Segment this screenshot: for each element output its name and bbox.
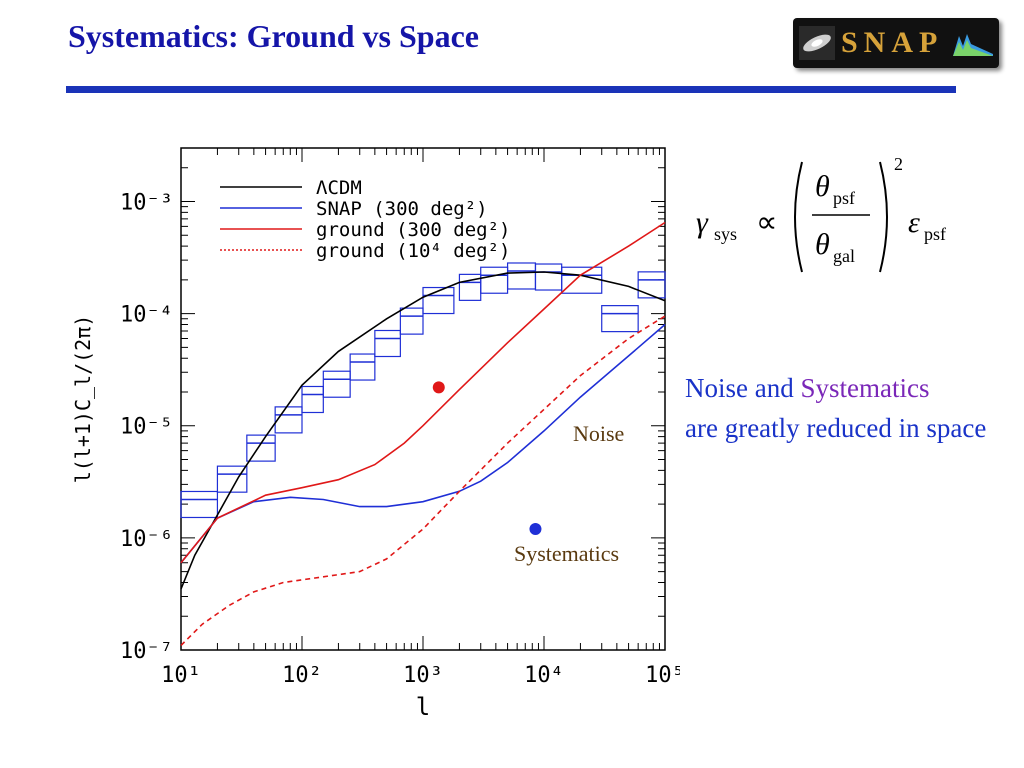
bandpower-box <box>561 266 603 294</box>
theta-psf-subscript: psf <box>833 188 855 208</box>
snap-bandpowers <box>180 262 666 519</box>
galaxy-icon <box>799 26 835 60</box>
legend-label: SNAP (300 deg²) <box>316 198 488 220</box>
bandpower-box <box>274 406 303 434</box>
y-tick-labels: 10⁻³ 10⁻⁴ 10⁻⁵ 10⁻⁶ 10⁻⁷ <box>120 190 173 664</box>
bandpower-box <box>301 385 324 414</box>
summary-highlight: Systematics <box>800 373 930 403</box>
series-line <box>180 221 666 564</box>
systematics-formula: γ sys ∝ θ psf θ gal 2 ε psf <box>696 154 946 273</box>
chart-markers: Noise Systematics <box>432 381 624 566</box>
y-tick-label: 10⁻⁶ <box>120 527 173 552</box>
y-tick-label: 10⁻³ <box>120 190 173 215</box>
y-tick-label: 10⁻⁴ <box>120 303 173 328</box>
series-line <box>180 323 666 564</box>
bandpower-box <box>374 329 401 358</box>
exponent: 2 <box>894 154 903 174</box>
proportional-symbol: ∝ <box>756 206 777 239</box>
marker-dot <box>432 381 445 394</box>
logo-text: SNAP <box>841 26 944 59</box>
legend-label: ground (10⁴ deg²) <box>316 240 510 262</box>
gamma-symbol: γ <box>696 206 709 239</box>
theta-gal: θ <box>815 228 830 261</box>
slide-title: Systematics: Ground vs Space <box>68 18 479 54</box>
bandpower-box <box>246 434 276 462</box>
bandpower-box <box>534 263 563 291</box>
x-tick-label: 10² <box>282 663 322 688</box>
bandpower-box <box>180 490 219 519</box>
bandpower-box <box>349 353 376 381</box>
x-tick-label: 10¹ <box>161 663 201 688</box>
power-spectrum-chart: 10¹ 10² 10³ 10⁴ 10⁵ 10⁻³ 10⁻⁴ 10⁻⁵ 10⁻⁶ 10⁻⁷ Noi… <box>71 147 680 721</box>
title-divider <box>66 86 956 93</box>
left-paren <box>794 161 803 273</box>
bandpower-box <box>637 271 666 299</box>
x-tick-label: 10⁴ <box>524 663 564 688</box>
y-tick-label: 10⁻⁵ <box>120 415 173 440</box>
chart-curves <box>180 221 666 646</box>
snap-logo: SNAP <box>793 18 999 68</box>
bandpower-box <box>601 305 639 333</box>
spectrum-icon <box>953 34 993 56</box>
legend-label: ΛCDM <box>316 177 362 199</box>
theta-psf: θ <box>815 170 830 203</box>
x-axis-label: l <box>416 693 430 721</box>
epsilon-symbol: ε <box>908 206 920 239</box>
y-axis-label: l(l+1)C_l/(2π) <box>71 315 95 484</box>
x-tick-label: 10⁵ <box>645 663 680 688</box>
legend-label: ground (300 deg²) <box>316 219 510 241</box>
y-tick-label: 10⁻⁷ <box>120 639 173 664</box>
marker-dot <box>529 522 542 535</box>
x-tick-label: 10³ <box>403 663 443 688</box>
systematics-label: Systematics <box>514 541 619 566</box>
axis-ticks <box>180 147 666 651</box>
bandpower-box <box>216 465 248 493</box>
gamma-subscript: sys <box>714 224 737 244</box>
summary-part1: Noise and <box>685 373 801 403</box>
theta-gal-subscript: gal <box>833 246 855 266</box>
bandpower-box <box>422 286 455 315</box>
bandpower-box <box>506 262 537 290</box>
summary-part2: are greatly reduced in space <box>685 413 987 443</box>
epsilon-subscript: psf <box>924 224 946 244</box>
bandpower-box <box>399 307 424 335</box>
bandpower-box <box>322 370 351 398</box>
series-line <box>180 315 666 646</box>
series-line <box>180 271 666 590</box>
x-tick-labels: 10¹ 10² 10³ 10⁴ 10⁵ <box>161 663 680 688</box>
summary-text: Noise and Systematics are greatly reduced… <box>685 368 1005 448</box>
right-paren <box>879 161 888 273</box>
noise-label: Noise <box>573 421 624 446</box>
bandpower-box <box>480 266 509 294</box>
